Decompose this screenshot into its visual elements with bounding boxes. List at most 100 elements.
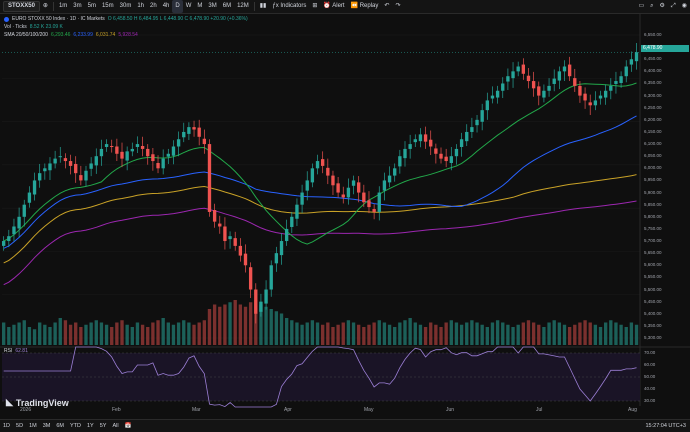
range-YTD[interactable]: YTD: [69, 423, 81, 429]
timeframe-1m[interactable]: 1m: [58, 3, 68, 9]
volume-bar: [346, 320, 351, 345]
candle-body: [104, 144, 109, 147]
search-icon[interactable]: ⌕: [650, 3, 654, 9]
candle-body: [254, 289, 258, 314]
candle-body: [480, 110, 484, 122]
volume-bar: [212, 304, 217, 345]
range-5Y[interactable]: 5Y: [99, 423, 107, 429]
volume-bar: [495, 320, 500, 345]
camera-icon[interactable]: ◉: [681, 3, 687, 9]
price-tick-label: 6,050.00: [644, 153, 662, 159]
candle-body: [125, 151, 129, 161]
volume-bar: [562, 324, 567, 345]
legend-sma-row: SMA 20/50/100/200 6,293.46 6,233.99 6,03…: [4, 32, 138, 38]
symbol-search[interactable]: STOXX50: [3, 1, 40, 12]
fullscreen-icon[interactable]: ⤢: [670, 3, 676, 9]
timeframe-3M[interactable]: 3M: [208, 3, 217, 9]
range-1M[interactable]: 1M: [29, 423, 37, 429]
timeframe-3m[interactable]: 3m: [73, 3, 82, 9]
indicators-button[interactable]: ƒx Indicators: [272, 3, 307, 9]
price-tick-label: 6,300.00: [644, 92, 662, 98]
chart-type-icon[interactable]: ▮▮: [259, 3, 267, 9]
volume-bar: [295, 322, 299, 345]
price-tick-label: 6,000.00: [644, 165, 662, 171]
volume-bar: [485, 327, 489, 345]
undo-icon[interactable]: ↶: [384, 3, 390, 9]
volume-bar: [135, 322, 140, 345]
price-chart[interactable]: [0, 13, 690, 419]
range-1Y[interactable]: 1Y: [86, 423, 94, 429]
redo-icon[interactable]: ↷: [395, 3, 401, 9]
volume-bar: [459, 324, 464, 345]
candle-body: [12, 226, 16, 235]
candle-body: [17, 216, 21, 229]
candle-body: [372, 209, 376, 212]
candle-body: [197, 127, 201, 137]
timeframe-M[interactable]: M: [197, 3, 203, 9]
volume-bar: [305, 322, 309, 345]
volume-bar: [156, 320, 160, 345]
candle-body: [38, 173, 42, 181]
candle-body: [413, 139, 417, 143]
timeframe-15m[interactable]: 15m: [101, 3, 114, 9]
timeframe-12M[interactable]: 12M: [237, 3, 249, 9]
timeframe-D[interactable]: D: [172, 0, 183, 13]
replay-button[interactable]: ⏪ Replay: [350, 3, 379, 9]
volume-bar: [501, 322, 505, 345]
sma100-value: 6,031.74: [95, 32, 116, 38]
candle-body: [547, 85, 551, 91]
volume-bar: [2, 322, 6, 345]
candle-body: [58, 156, 62, 158]
candle-body: [120, 151, 124, 159]
timeframe-4h[interactable]: 4h: [162, 3, 170, 9]
volume-values: 8.52 K 23.09 K: [29, 24, 63, 30]
price-tick-label: 6,200.00: [644, 116, 662, 122]
volume-bar: [624, 327, 628, 345]
timeframe-30m[interactable]: 30m: [119, 3, 132, 9]
range-6M[interactable]: 6M: [56, 423, 64, 429]
legend-title-row: EURO STOXX 50 Index · 1D · IC Markets O …: [4, 16, 248, 22]
volume-bar: [516, 324, 520, 345]
candle-body: [68, 161, 73, 166]
candle-body: [243, 253, 248, 266]
volume-bar: [521, 322, 526, 345]
candle-body: [346, 187, 351, 198]
candle-body: [135, 144, 140, 147]
volume-label: Vol · Ticks: [4, 24, 27, 30]
range-5D[interactable]: 5D: [16, 423, 24, 429]
timeframe-W[interactable]: W: [185, 3, 192, 9]
range-All[interactable]: All: [112, 423, 119, 429]
settings-icon[interactable]: ⚙: [659, 3, 665, 9]
timeframe-1h[interactable]: 1h: [137, 3, 144, 9]
volume-bar: [63, 320, 68, 345]
timeframe-6M[interactable]: 6M: [222, 3, 232, 9]
layout-icon[interactable]: ⊞: [312, 3, 318, 9]
volume-bar: [182, 320, 186, 345]
range-1D[interactable]: 1D: [3, 423, 11, 429]
candle-body: [166, 153, 170, 157]
layout-window-icon[interactable]: ▭: [638, 3, 645, 9]
volume-bar: [32, 329, 37, 345]
candle-body: [377, 192, 381, 212]
volume-bar: [130, 327, 134, 345]
candle-body: [598, 95, 603, 99]
candle-body: [470, 127, 474, 132]
candle-body: [357, 182, 361, 193]
candle-body: [171, 146, 176, 156]
range-3M[interactable]: 3M: [42, 423, 51, 429]
timeframe-5m[interactable]: 5m: [87, 3, 96, 9]
candle-body: [130, 148, 134, 152]
candle-body: [53, 158, 57, 164]
alert-button[interactable]: ⏰ Alert: [323, 3, 345, 9]
calendar-icon[interactable]: 📅: [124, 423, 132, 429]
candle-body: [27, 192, 32, 203]
candle-body: [290, 216, 294, 227]
candle-body: [444, 156, 448, 162]
candle-body: [94, 156, 98, 166]
volume-bar: [248, 302, 253, 345]
candle-body: [567, 64, 572, 77]
compare-plus-icon[interactable]: ⊕: [42, 3, 48, 9]
volume-bar: [218, 306, 222, 345]
timeframe-2h[interactable]: 2h: [150, 3, 157, 9]
sma50-line: [3, 115, 637, 249]
